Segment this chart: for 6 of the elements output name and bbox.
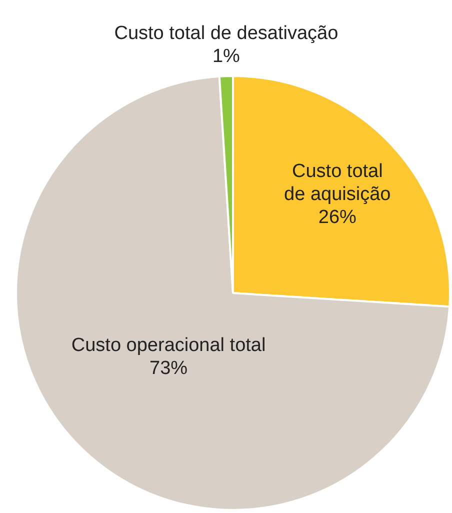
slice-label: Custo total de aquisição bbox=[284, 161, 391, 206]
data-label: 26% bbox=[318, 207, 357, 228]
data-label: 73% bbox=[150, 358, 188, 380]
data-label: 1% bbox=[212, 46, 240, 67]
slice-label: Custo operacional total bbox=[71, 335, 266, 356]
slice-label: Custo total de desativação bbox=[114, 22, 338, 44]
